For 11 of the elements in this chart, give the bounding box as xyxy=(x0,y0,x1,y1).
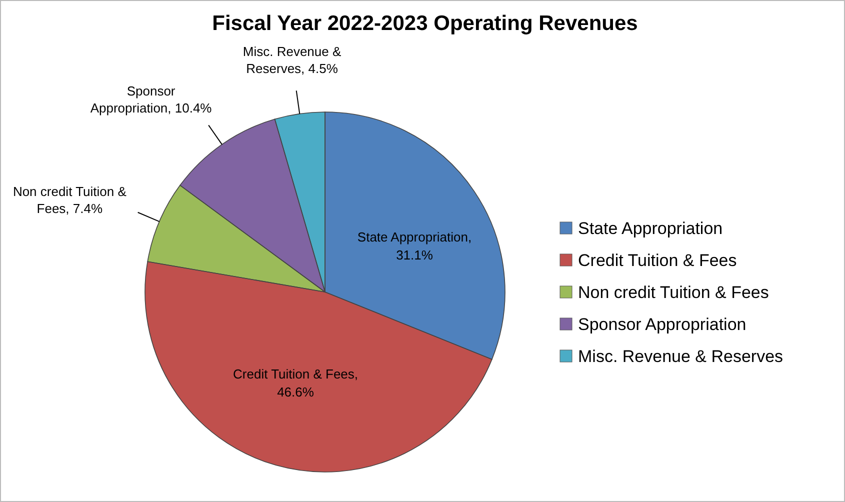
legend-label: Sponsor Appropriation xyxy=(578,315,746,334)
legend-label: Credit Tuition & Fees xyxy=(578,251,737,270)
legend-label: Misc. Revenue & Reserves xyxy=(578,347,784,366)
data-label: Sponsor Appropriation, 10.4% xyxy=(90,84,212,116)
legend-label: Non credit Tuition & Fees xyxy=(578,283,769,302)
data-label: Non credit Tuition & Fees, 7.4% xyxy=(12,184,127,216)
legend-label: State Appropriation xyxy=(578,219,723,238)
chart-title: Fiscal Year 2022-2023 Operating Revenues xyxy=(212,12,638,35)
data-label: Misc. Revenue & Reserves, 4.5% xyxy=(242,44,342,76)
data-label: Credit Tuition & Fees, 46.6% xyxy=(233,366,358,400)
data-label: State Appropriation, 31.1% xyxy=(357,230,472,263)
